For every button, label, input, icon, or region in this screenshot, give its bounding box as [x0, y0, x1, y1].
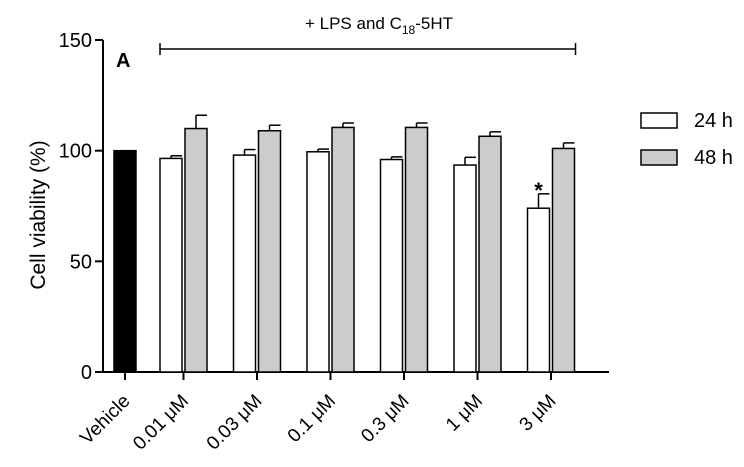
- y-tick-label: 0: [81, 362, 92, 384]
- x-tick-label: 0.1 μM: [284, 391, 340, 447]
- bar-vehicle: [113, 149, 137, 373]
- x-tick-label: 0.3 μM: [357, 391, 413, 447]
- bars: *: [113, 114, 576, 373]
- x-tick-label: 0.03 μM: [203, 391, 267, 455]
- y-axis-label: Cell viability (%): [27, 140, 50, 289]
- x-tick-label: 1 μM: [442, 391, 487, 436]
- x-tick-label: 0.01 μM: [129, 391, 193, 455]
- treatment-bracket-label: + LPS and C18-5HT: [305, 14, 453, 37]
- y-tick-label: 100: [59, 141, 92, 163]
- legend-label: 48 h: [694, 147, 733, 169]
- legend-swatch: [640, 112, 678, 129]
- x-tick-label: Vehicle: [76, 391, 134, 449]
- bar-24h-5: [453, 164, 477, 373]
- bar-48h-1: [184, 127, 208, 373]
- bar-24h-2: [232, 154, 257, 373]
- y-tick-label: 50: [70, 251, 92, 273]
- panel-label: A: [116, 50, 130, 72]
- legend-swatch: [640, 149, 678, 166]
- bar-48h-4: [404, 126, 429, 373]
- y-tick-label: 150: [59, 30, 92, 52]
- bar-24h-6: [526, 207, 551, 373]
- bar-24h-4: [379, 158, 404, 373]
- bar-48h-3: [331, 126, 355, 373]
- bar-24h-3: [306, 151, 330, 373]
- bar-48h-6: [551, 147, 576, 373]
- legend: 24 h 48 h: [640, 110, 733, 169]
- x-tick-label: 3 μM: [516, 391, 561, 436]
- bar-48h-5: [478, 135, 502, 373]
- bar-24h-1: [159, 157, 183, 373]
- legend-label: 24 h: [694, 110, 733, 132]
- significance-marker: *: [534, 178, 543, 203]
- bar-48h-2: [257, 129, 282, 373]
